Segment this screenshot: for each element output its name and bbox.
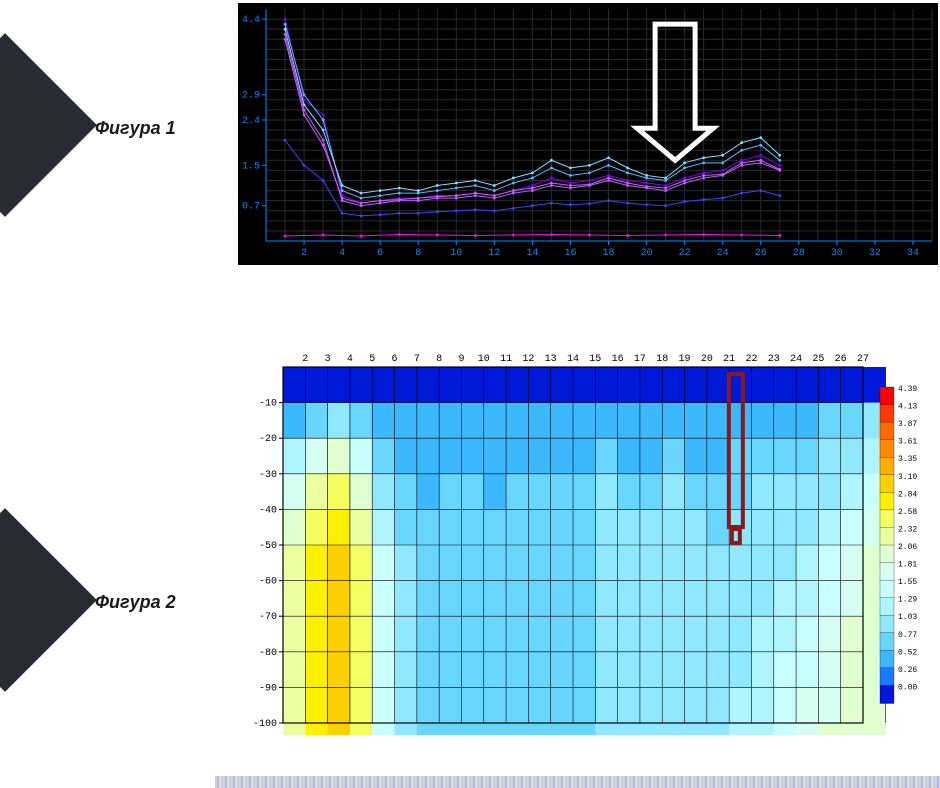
svg-text:1.81: 1.81	[898, 561, 917, 570]
svg-text:23: 23	[768, 354, 780, 365]
svg-text:12: 12	[522, 354, 534, 365]
svg-text:1.29: 1.29	[898, 596, 917, 605]
svg-text:3.61: 3.61	[898, 438, 917, 447]
svg-text:22: 22	[679, 248, 691, 259]
svg-text:14: 14	[567, 354, 579, 365]
svg-text:7: 7	[414, 354, 420, 365]
svg-text:16: 16	[564, 248, 576, 259]
svg-text:18: 18	[603, 248, 615, 259]
svg-text:5: 5	[369, 354, 375, 365]
svg-text:0.00: 0.00	[898, 683, 917, 692]
svg-text:4.39: 4.39	[898, 385, 917, 394]
svg-text:3.87: 3.87	[898, 420, 917, 429]
svg-text:-10: -10	[259, 399, 277, 410]
svg-text:34: 34	[907, 248, 919, 259]
svg-text:2: 2	[301, 248, 307, 259]
svg-text:3: 3	[325, 354, 331, 365]
svg-text:22: 22	[745, 354, 757, 365]
svg-text:-70: -70	[259, 612, 277, 623]
svg-text:9: 9	[458, 354, 464, 365]
svg-text:-90: -90	[259, 683, 277, 694]
svg-text:0.7: 0.7	[242, 202, 260, 213]
svg-text:15: 15	[589, 354, 601, 365]
svg-text:0.77: 0.77	[898, 631, 917, 640]
svg-text:2.4: 2.4	[242, 116, 260, 127]
page: Фигура 1 Фигура 2 2468101214161820222426…	[0, 0, 940, 788]
figure-2-label: Фигура 2	[95, 592, 176, 613]
svg-text:0.26: 0.26	[898, 666, 917, 675]
svg-text:3.10: 3.10	[898, 473, 917, 482]
svg-text:18: 18	[656, 354, 668, 365]
svg-text:12: 12	[488, 248, 500, 259]
svg-text:14: 14	[526, 248, 538, 259]
svg-text:26: 26	[835, 354, 847, 365]
svg-text:2.58: 2.58	[898, 508, 917, 517]
svg-text:-20: -20	[259, 434, 277, 445]
svg-text:1.5: 1.5	[242, 161, 260, 172]
svg-text:17: 17	[634, 354, 646, 365]
svg-text:2: 2	[302, 354, 308, 365]
svg-text:8: 8	[415, 248, 421, 259]
svg-text:16: 16	[612, 354, 624, 365]
svg-text:1.55: 1.55	[898, 578, 917, 587]
svg-text:11: 11	[500, 354, 512, 365]
svg-text:20: 20	[701, 354, 713, 365]
svg-text:-80: -80	[259, 648, 277, 659]
svg-text:4: 4	[347, 354, 353, 365]
figure-1-chart: 2468101214161820222426283032340.71.52.42…	[235, 0, 935, 262]
svg-text:24: 24	[717, 248, 729, 259]
svg-text:28: 28	[793, 248, 805, 259]
svg-text:3.35: 3.35	[898, 455, 917, 464]
svg-text:-50: -50	[259, 541, 277, 552]
footer-texture	[215, 776, 940, 788]
svg-text:4.4: 4.4	[242, 15, 260, 26]
svg-text:6: 6	[377, 248, 383, 259]
svg-text:24: 24	[790, 354, 802, 365]
svg-text:6: 6	[392, 354, 398, 365]
pointer-shape-1	[0, 33, 97, 217]
svg-text:13: 13	[545, 354, 557, 365]
svg-text:-30: -30	[259, 470, 277, 481]
svg-text:2.84: 2.84	[898, 490, 917, 499]
svg-text:21: 21	[723, 354, 735, 365]
svg-text:32: 32	[869, 248, 881, 259]
svg-text:8: 8	[436, 354, 442, 365]
svg-text:2.32: 2.32	[898, 525, 917, 534]
svg-text:-60: -60	[259, 577, 277, 588]
svg-text:10: 10	[450, 248, 462, 259]
figure-1-label: Фигура 1	[95, 118, 176, 139]
svg-text:30: 30	[831, 248, 843, 259]
pointer-shape-2	[0, 508, 97, 692]
svg-text:2.9: 2.9	[242, 91, 260, 102]
svg-text:20: 20	[641, 248, 653, 259]
svg-text:27: 27	[857, 354, 869, 365]
svg-text:26: 26	[755, 248, 767, 259]
svg-text:4.13: 4.13	[898, 403, 917, 412]
svg-text:10: 10	[478, 354, 490, 365]
svg-text:-100: -100	[253, 719, 277, 730]
svg-text:0.52: 0.52	[898, 648, 917, 657]
figure-2-chart: 2345678910111213141516171819202122232425…	[235, 345, 935, 735]
svg-text:2.06: 2.06	[898, 543, 917, 552]
svg-text:1.03: 1.03	[898, 613, 917, 622]
svg-text:19: 19	[679, 354, 691, 365]
svg-text:25: 25	[812, 354, 824, 365]
svg-text:4: 4	[339, 248, 345, 259]
svg-text:-40: -40	[259, 505, 277, 516]
